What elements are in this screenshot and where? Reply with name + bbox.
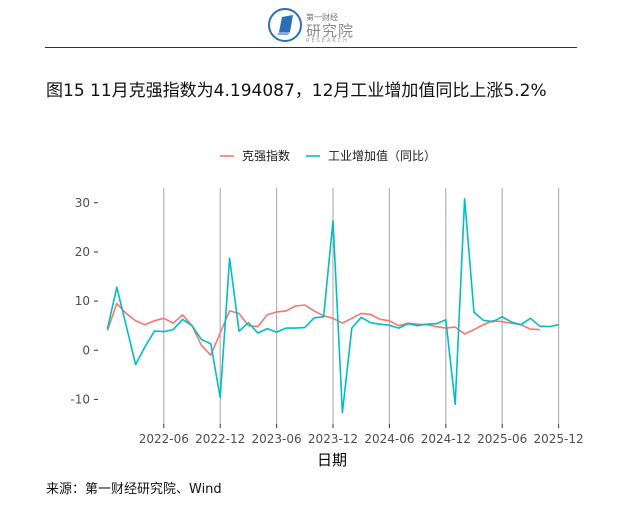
y-tick-label: 30	[75, 196, 90, 210]
x-tick-label: 2024-06	[364, 432, 414, 446]
figure-title: 图15 11月克强指数为4.194087，12月工业增加值同比上涨5.2%	[46, 81, 547, 101]
logo-main-text: 研究院	[306, 22, 355, 40]
series-line-industrial	[106, 198, 559, 414]
header-divider	[45, 47, 577, 48]
x-axis: 2022-06 2022-12 2023-06 2023-12 2024-06 2024-…	[139, 424, 584, 446]
x-tick-label: 2022-12	[195, 432, 245, 446]
chart-grid	[163, 188, 560, 424]
chart-legend: 克强指数 工业增加值（同比）	[220, 148, 436, 163]
logo-mark-icon	[268, 8, 302, 42]
logo-top-text: 第一财经	[306, 13, 338, 22]
y-axis: -10 0 10 20 30	[70, 196, 98, 406]
x-tick-label: 2024-12	[421, 432, 471, 446]
source-note: 来源：第一财经研究院、Wind	[46, 482, 222, 497]
y-tick-label: 0	[82, 343, 90, 357]
y-tick-label: 10	[75, 294, 90, 308]
brand-logo: 第一财经 研究院 RESEARCH	[268, 6, 378, 44]
x-tick-label: 2025-12	[534, 432, 584, 446]
x-tick-label: 2023-06	[252, 432, 302, 446]
legend-label: 克强指数	[242, 148, 290, 163]
legend-label: 工业增加值（同比）	[328, 148, 436, 163]
x-tick-label: 2022-06	[139, 432, 189, 446]
logo-sub-text: RESEARCH	[306, 38, 349, 44]
x-tick-label: 2023-12	[308, 432, 358, 446]
y-tick-label: 20	[75, 245, 90, 259]
x-tick-label: 2025-06	[477, 432, 527, 446]
y-tick-label: -10	[70, 392, 90, 406]
x-axis-label: 日期	[317, 451, 347, 469]
chart-series	[106, 198, 559, 414]
